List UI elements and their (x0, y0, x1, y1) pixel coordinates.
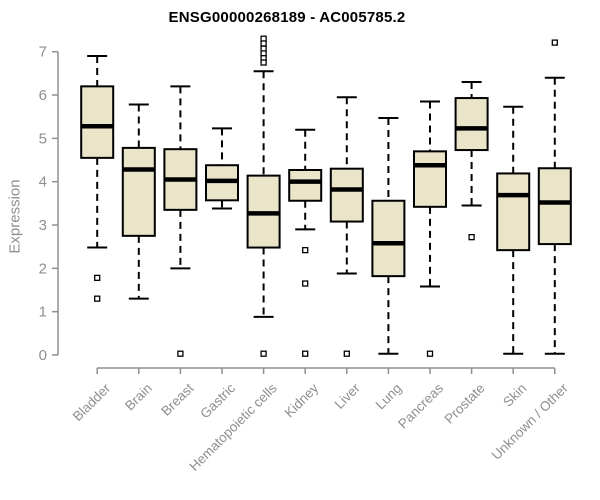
x-tick-label: Pancreas (395, 380, 446, 431)
outlier-point (468, 233, 475, 241)
outlier-point (260, 350, 267, 357)
x-tick-label: Breast (158, 380, 196, 418)
iqr-box (371, 199, 406, 278)
boxplot-brain (121, 103, 156, 300)
y-tick-label: 6 (39, 87, 47, 104)
x-tick-label: Prostate (442, 381, 488, 427)
iqr-box (288, 168, 323, 202)
boxplot-hematopoietic-cells (246, 35, 281, 357)
x-tick-label: Skin (500, 381, 529, 410)
iqr-box (454, 97, 489, 152)
outlier-point (551, 39, 558, 46)
outlier-point (426, 350, 434, 357)
y-tick-label: 7 (39, 44, 47, 61)
outlier-point (302, 280, 309, 287)
x-tick-label: Unknown / Other (489, 380, 572, 463)
outlier-point (177, 350, 184, 357)
x-tick-label: Lung (373, 381, 405, 413)
boxplot-unknown-other (537, 39, 572, 355)
iqr-box (121, 146, 156, 237)
iqr-box (329, 167, 364, 223)
iqr-box (413, 150, 447, 208)
boxplot-skin (496, 105, 531, 355)
y-tick-label: 2 (39, 260, 47, 277)
y-tick-label: 0 (39, 347, 47, 364)
y-tick-label: 3 (39, 217, 47, 234)
boxplot-breast (163, 85, 198, 357)
x-tick-label: Liver (332, 380, 364, 412)
boxplot-kidney (288, 128, 323, 357)
outlier-point (302, 246, 309, 254)
x-tick-label: Brain (122, 381, 155, 414)
boxplot-lung (371, 116, 406, 355)
iqr-box (537, 167, 572, 246)
outlier-point (343, 350, 350, 357)
boxplot-prostate (454, 81, 489, 241)
boxplot-gastric (205, 127, 239, 210)
iqr-box (80, 85, 115, 159)
x-tick-label: Bladder (70, 380, 114, 424)
outlier-point (94, 274, 101, 282)
outlier-point (302, 350, 309, 357)
boxplot-pancreas (413, 100, 447, 357)
boxplot-bladder (80, 55, 115, 302)
y-axis: 0 1 2 3 4 5 6 7 (39, 44, 59, 364)
outlier-point (260, 59, 267, 66)
boxplot-liver (329, 96, 364, 357)
y-tick-label: 4 (39, 174, 47, 191)
iqr-box (496, 172, 531, 252)
outlier-point (260, 40, 267, 47)
chart-title: ENSG00000268189 - AC005785.2 (168, 9, 406, 26)
x-tick-label: Gastric (197, 380, 238, 421)
y-tick-label: 1 (39, 304, 47, 321)
outlier-point (94, 295, 101, 302)
y-tick-label: 5 (39, 130, 47, 147)
x-tick-label: Kidney (282, 380, 322, 420)
